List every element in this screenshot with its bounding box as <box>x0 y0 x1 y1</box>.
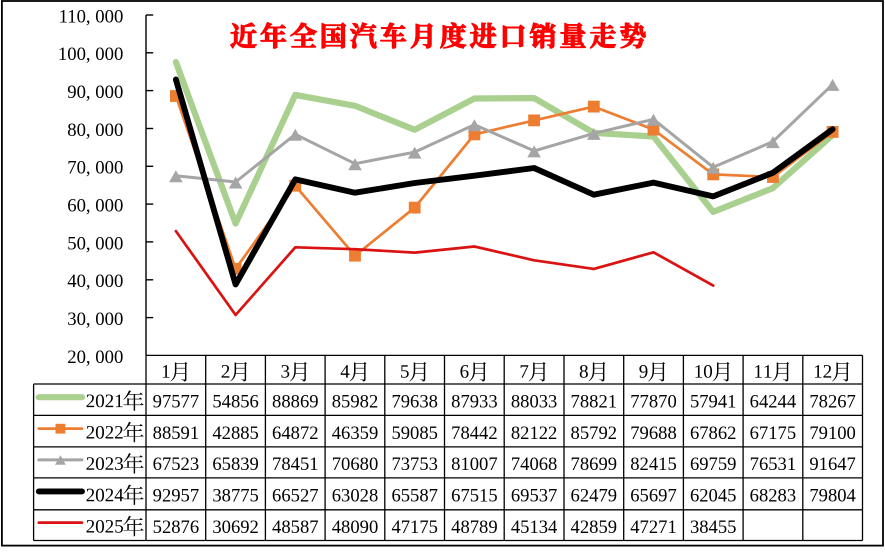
svg-text:70, 000: 70, 000 <box>67 158 123 179</box>
svg-text:74068: 74068 <box>511 454 557 475</box>
svg-text:92957: 92957 <box>153 486 199 507</box>
svg-text:100, 000: 100, 000 <box>58 44 123 65</box>
svg-text:65587: 65587 <box>391 486 437 507</box>
svg-text:85982: 85982 <box>332 392 378 413</box>
svg-text:87933: 87933 <box>451 392 497 413</box>
svg-text:62045: 62045 <box>690 486 736 507</box>
svg-text:47271: 47271 <box>630 517 676 538</box>
svg-text:60, 000: 60, 000 <box>67 196 123 217</box>
svg-text:82415: 82415 <box>630 454 676 475</box>
svg-text:70680: 70680 <box>332 454 378 475</box>
svg-text:77870: 77870 <box>630 392 676 413</box>
svg-text:67862: 67862 <box>690 423 736 444</box>
svg-text:62479: 62479 <box>571 486 617 507</box>
svg-text:63028: 63028 <box>332 486 378 507</box>
svg-text:50, 000: 50, 000 <box>67 233 123 254</box>
svg-text:67515: 67515 <box>451 486 497 507</box>
svg-text:48789: 48789 <box>451 517 497 538</box>
svg-text:90, 000: 90, 000 <box>67 82 123 103</box>
svg-text:79638: 79638 <box>391 392 437 413</box>
svg-text:110, 000: 110, 000 <box>59 6 124 27</box>
svg-text:48587: 48587 <box>272 517 318 538</box>
svg-text:69759: 69759 <box>690 454 736 475</box>
svg-text:88591: 88591 <box>153 423 199 444</box>
svg-text:64244: 64244 <box>750 392 796 413</box>
svg-text:42859: 42859 <box>571 517 617 538</box>
svg-text:91647: 91647 <box>809 454 855 475</box>
svg-text:65697: 65697 <box>630 486 676 507</box>
svg-text:64872: 64872 <box>272 423 318 444</box>
svg-text:38775: 38775 <box>212 486 258 507</box>
svg-text:88869: 88869 <box>272 392 318 413</box>
svg-text:78821: 78821 <box>571 392 617 413</box>
svg-text:78699: 78699 <box>571 454 617 475</box>
svg-text:67523: 67523 <box>153 454 199 475</box>
svg-text:65839: 65839 <box>212 454 258 475</box>
svg-text:81007: 81007 <box>451 454 497 475</box>
svg-text:73753: 73753 <box>391 454 437 475</box>
svg-text:66527: 66527 <box>272 486 318 507</box>
svg-text:30692: 30692 <box>212 517 258 538</box>
svg-text:20, 000: 20, 000 <box>67 347 123 368</box>
svg-text:38455: 38455 <box>690 517 736 538</box>
svg-text:67175: 67175 <box>750 423 796 444</box>
svg-text:78451: 78451 <box>272 454 318 475</box>
svg-text:78442: 78442 <box>451 423 497 444</box>
svg-text:47175: 47175 <box>391 517 437 538</box>
svg-text:40, 000: 40, 000 <box>67 271 123 292</box>
svg-text:48090: 48090 <box>332 517 378 538</box>
svg-text:82122: 82122 <box>511 423 557 444</box>
svg-text:79100: 79100 <box>809 423 855 444</box>
svg-text:76531: 76531 <box>750 454 796 475</box>
svg-text:46359: 46359 <box>332 423 378 444</box>
svg-text:88033: 88033 <box>511 392 557 413</box>
svg-text:69537: 69537 <box>511 486 557 507</box>
svg-text:97577: 97577 <box>153 392 199 413</box>
svg-text:30, 000: 30, 000 <box>67 309 123 330</box>
svg-text:78267: 78267 <box>809 392 855 413</box>
svg-text:59085: 59085 <box>391 423 437 444</box>
svg-text:68283: 68283 <box>750 486 796 507</box>
svg-text:52876: 52876 <box>153 517 199 538</box>
svg-text:45134: 45134 <box>511 517 557 538</box>
svg-text:79804: 79804 <box>809 486 855 507</box>
svg-text:85792: 85792 <box>571 423 617 444</box>
svg-text:57941: 57941 <box>690 392 736 413</box>
svg-text:54856: 54856 <box>212 392 258 413</box>
svg-text:80, 000: 80, 000 <box>67 120 123 141</box>
svg-text:42885: 42885 <box>212 423 258 444</box>
svg-text:79688: 79688 <box>630 423 676 444</box>
